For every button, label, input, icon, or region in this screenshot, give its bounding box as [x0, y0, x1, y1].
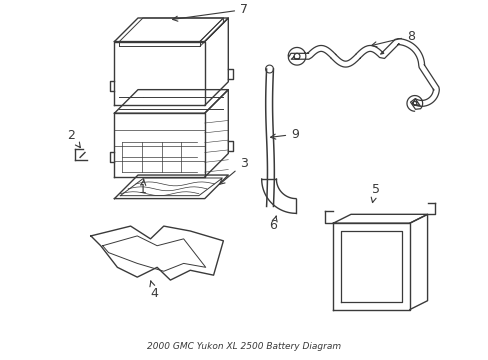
Text: 7: 7: [172, 3, 247, 21]
Text: 4: 4: [150, 281, 158, 300]
Text: 8: 8: [371, 30, 414, 47]
Text: 1: 1: [139, 180, 146, 196]
Text: 2000 GMC Yukon XL 2500 Battery Diagram: 2000 GMC Yukon XL 2500 Battery Diagram: [147, 342, 340, 351]
Text: 5: 5: [370, 183, 379, 203]
Text: 3: 3: [219, 157, 247, 184]
Text: 9: 9: [270, 128, 298, 141]
Text: 2: 2: [67, 129, 80, 148]
Text: 6: 6: [269, 216, 277, 232]
